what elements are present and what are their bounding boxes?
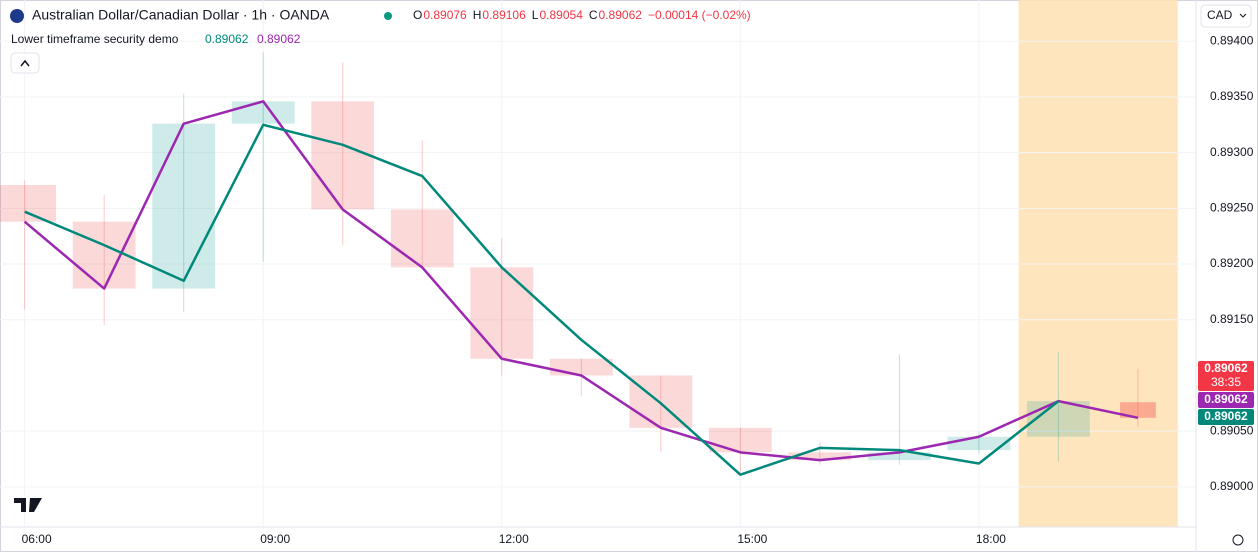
background-layer xyxy=(1018,0,1178,527)
price-tag-text: 0.89062 xyxy=(1204,409,1248,423)
indicator-value: 0.89062 xyxy=(257,32,301,46)
candle-body xyxy=(470,267,534,359)
candle-body xyxy=(629,375,693,428)
x-tick-label: 18:00 xyxy=(976,532,1006,546)
candle-body xyxy=(152,123,216,289)
candle-body xyxy=(867,452,931,461)
y-tick-label: 0.89350 xyxy=(1210,89,1254,103)
candle-body xyxy=(0,184,57,222)
market-status xyxy=(384,12,392,20)
y-tick-label: 0.89400 xyxy=(1210,33,1254,47)
marks-layer xyxy=(0,52,1156,476)
collapse-icon xyxy=(20,59,30,67)
ohlc-value: 0.89054 xyxy=(539,8,583,22)
candle-body xyxy=(947,436,1011,451)
indicator-value: 0.89062 xyxy=(205,32,249,46)
currency-button[interactable] xyxy=(1200,4,1252,28)
collapse-button[interactable] xyxy=(10,52,40,74)
x-tick-label: 12:00 xyxy=(499,532,529,546)
ohlc-value: 0.89062 xyxy=(599,8,643,22)
symbol-title[interactable]: Australian Dollar/Canadian Dollar · 1h ·… xyxy=(32,7,330,23)
change: −0.00014 (−0.02%) xyxy=(648,8,751,22)
y-tick-label: 0.89300 xyxy=(1210,145,1254,159)
candle-body xyxy=(390,209,454,268)
y-tick-label: 0.89000 xyxy=(1210,479,1254,493)
ohlc-value: 0.89106 xyxy=(482,8,526,22)
x-tick-label: 09:00 xyxy=(260,532,290,546)
price-tag xyxy=(1198,409,1254,425)
ohlc-label: C xyxy=(589,8,598,22)
candle-body xyxy=(549,358,613,376)
grid-layer xyxy=(0,0,1196,527)
x-tick-label: 15:00 xyxy=(737,532,767,546)
y-tick-label: 0.89050 xyxy=(1210,423,1254,437)
countdown: 38:35 xyxy=(1211,375,1241,389)
ohlc-legend: O 0.89076 H 0.89106 L 0.89054 C 0.89062 xyxy=(413,8,642,22)
price-tag xyxy=(1198,361,1254,391)
ohlc-label: O xyxy=(413,8,422,22)
price-tag xyxy=(1198,392,1254,408)
indicator-line xyxy=(24,123,1060,476)
candle-body xyxy=(311,101,375,210)
currency-caret xyxy=(1239,13,1247,18)
x-tick-label: 06:00 xyxy=(22,532,52,546)
ohlc-label: L xyxy=(532,8,539,22)
y-tick-label: 0.89250 xyxy=(1210,201,1254,215)
price-tag-text: 0.89062 xyxy=(1204,392,1248,406)
price-tag-text: 0.89062 xyxy=(1204,361,1248,375)
ohlc-value: 0.89076 xyxy=(423,8,467,22)
settings-icon[interactable] xyxy=(1232,534,1244,546)
candle-body xyxy=(1120,402,1156,418)
indicator-name[interactable]: Lower timeframe security demo xyxy=(11,32,179,46)
currency: CAD xyxy=(1207,8,1233,22)
symbol-icon xyxy=(10,9,24,23)
y-tick-label: 0.89150 xyxy=(1210,312,1254,326)
y-tick-label: 0.89200 xyxy=(1210,256,1254,270)
logo xyxy=(14,498,42,512)
axes-layer: 0.89000 0.89050 0.89150 0.89200 0.89250 0.893… xyxy=(22,33,1254,546)
ohlc-label: H xyxy=(473,8,482,22)
candle-body xyxy=(788,452,852,461)
candle-body xyxy=(708,427,772,453)
session-highlight xyxy=(1018,0,1178,527)
indicator-line xyxy=(23,100,1139,462)
candle-body xyxy=(231,101,295,124)
